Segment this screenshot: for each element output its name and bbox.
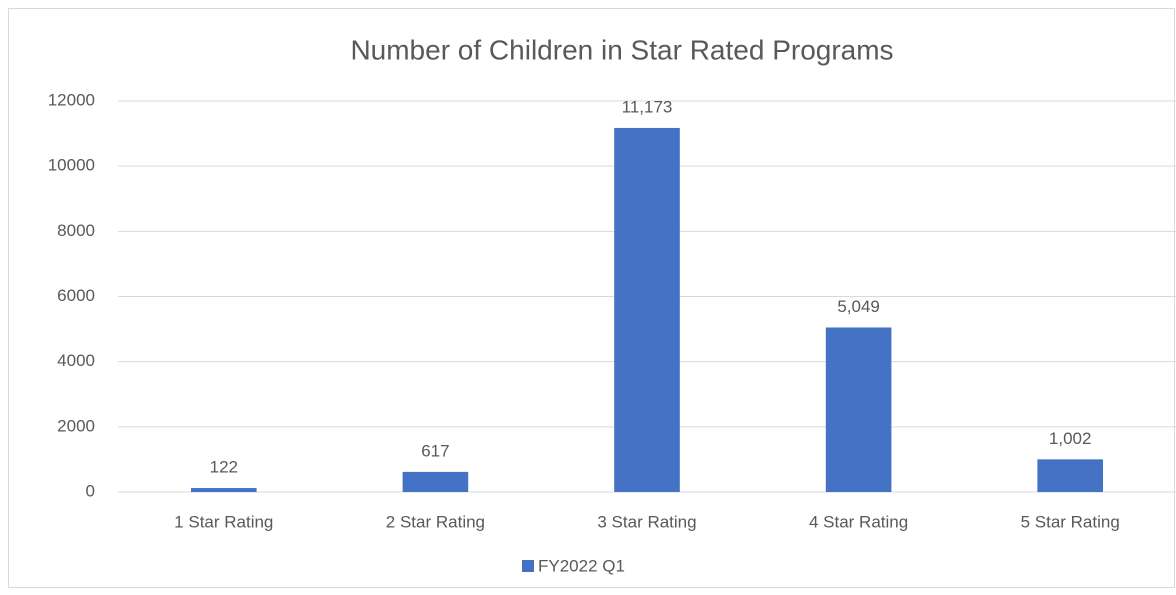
y-tick-label: 0	[86, 481, 95, 500]
data-label: 1,002	[1049, 429, 1092, 448]
y-tick-label: 8000	[57, 221, 95, 240]
bar	[402, 471, 469, 492]
chart-border	[8, 8, 1175, 588]
x-tick-label: 1 Star Rating	[174, 512, 273, 531]
data-label: 11,173	[622, 97, 673, 116]
y-tick-label: 6000	[57, 286, 95, 305]
data-label: 5,049	[837, 297, 880, 316]
chart-title: Number of Children in Star Rated Program…	[350, 34, 893, 65]
y-tick-label: 12000	[48, 90, 95, 109]
x-tick-label: 5 Star Rating	[1021, 512, 1120, 531]
bar	[191, 488, 257, 492]
bar	[825, 327, 892, 492]
bar	[614, 127, 680, 493]
data-label: 122	[210, 458, 238, 477]
legend-swatch	[522, 560, 534, 572]
x-tick-label: 3 Star Rating	[597, 512, 696, 531]
x-tick-label: 4 Star Rating	[809, 512, 908, 531]
bar	[1037, 459, 1103, 492]
legend-label: FY2022 Q1	[538, 556, 625, 575]
y-tick-label: 2000	[57, 416, 95, 435]
y-tick-label: 4000	[57, 351, 95, 370]
x-tick-label: 2 Star Rating	[386, 512, 485, 531]
y-tick-label: 10000	[48, 156, 95, 175]
data-label: 617	[421, 441, 449, 460]
